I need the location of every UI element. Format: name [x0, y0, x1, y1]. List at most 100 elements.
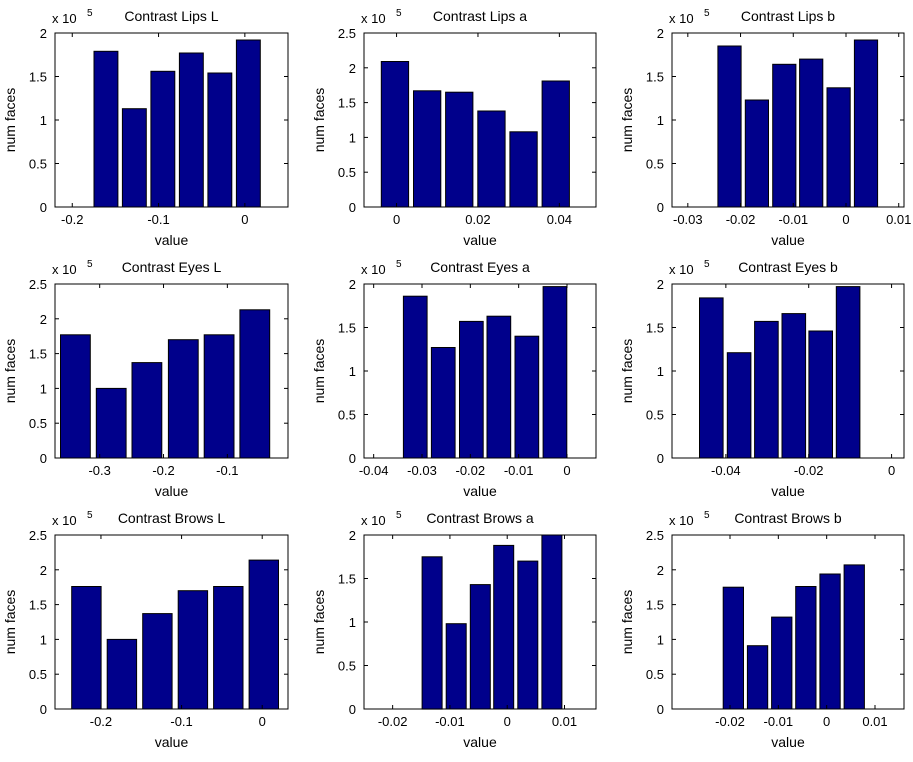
y-tick-label: 0.5 [338, 659, 356, 674]
x-tick-label: -0.02 [456, 463, 486, 478]
bar [239, 309, 271, 459]
y-multiplier-exponent: 5 [87, 8, 93, 19]
y-multiplier-label: x 10 [669, 513, 694, 528]
x-tick-label: -0.02 [726, 212, 756, 227]
bar [835, 286, 861, 459]
y-tick-label: 2 [349, 61, 356, 76]
y-multiplier-label: x 10 [52, 262, 77, 277]
bar [699, 297, 724, 459]
bar [853, 39, 879, 208]
bar [93, 50, 119, 208]
bar [826, 87, 851, 208]
x-tick-label: -0.02 [715, 714, 745, 729]
y-tick-label: 1.5 [338, 321, 356, 336]
x-tick-label: 0.02 [465, 212, 490, 227]
y-axis-label: num faces [2, 590, 18, 655]
bar [213, 586, 244, 710]
subplot-7: -0.2 -0.1 0 0 0.5 1 1.5 2 2.5 x 10 5 Contrast Brows… [2, 510, 289, 750]
bar [106, 638, 138, 710]
bar [808, 330, 834, 459]
y-multiplier-label: x 10 [669, 262, 694, 277]
y-tick-label: 0 [40, 200, 47, 215]
x-tick-label: 0 [888, 463, 895, 478]
x-tick-label: 0.01 [552, 714, 577, 729]
y-tick-label: 0 [349, 451, 356, 466]
subplot-title: Contrast Brows a [426, 510, 534, 526]
subplot-title: Contrast Eyes b [738, 259, 838, 275]
y-tick-label: 1.5 [338, 572, 356, 587]
y-tick-label: 0 [349, 200, 356, 215]
subplot-2: 0 0.02 0.04 0 0.5 1 1.5 2 2.5 x 10 5 Contrast Lips … [311, 8, 597, 248]
bar [799, 58, 824, 208]
bar [71, 586, 102, 710]
bar [795, 586, 817, 710]
y-multiplier-exponent: 5 [87, 259, 93, 270]
x-axis-label: value [771, 232, 805, 248]
y-multiplier-exponent: 5 [396, 8, 402, 19]
y-tick-label: 0.5 [338, 165, 356, 180]
subplot-title: Contrast Lips L [124, 8, 218, 24]
x-tick-label: 0.01 [886, 212, 911, 227]
y-tick-label: 1 [40, 113, 47, 128]
subplot-5: -0.04 -0.03 -0.02 -0.01 0 0 0.5 1 1.5 2 x 10 5 Contr… [311, 259, 597, 499]
bar [722, 586, 745, 710]
bar [421, 556, 443, 710]
x-tick-label: -0.03 [673, 212, 703, 227]
bar [843, 564, 865, 710]
x-tick-label: -0.04 [359, 463, 389, 478]
y-tick-label: 0 [657, 451, 664, 466]
x-axis-label: value [771, 483, 805, 499]
y-axis-label: num faces [619, 88, 635, 153]
bar [402, 295, 428, 459]
bar [541, 534, 563, 710]
y-tick-label: 2 [657, 277, 664, 292]
y-multiplier-label: x 10 [361, 11, 386, 26]
bar [819, 573, 841, 710]
y-tick-label: 0 [657, 702, 664, 717]
subplot-9: -0.02 -0.01 0 0.01 0 0.5 1 1.5 2 2.5 x 10 5 Contrast… [619, 510, 905, 750]
y-tick-label: 1.5 [646, 321, 664, 336]
bar [207, 72, 233, 208]
x-tick-label: -0.01 [504, 463, 534, 478]
subplot-title: Contrast Lips b [741, 8, 835, 24]
bar [493, 544, 515, 710]
bar [477, 110, 506, 208]
subplot-1: -0.2 -0.1 0 0 0.5 1 1.5 2 x 10 5 Contrast Lips L va… [2, 8, 289, 248]
subplot-title: Contrast Eyes a [430, 259, 530, 275]
y-tick-label: 2.5 [29, 277, 47, 292]
y-tick-label: 1.5 [338, 96, 356, 111]
y-tick-label: 0 [40, 451, 47, 466]
y-axis-label: num faces [619, 590, 635, 655]
bar [509, 131, 538, 208]
bar [380, 61, 410, 208]
y-tick-label: 1.5 [646, 598, 664, 613]
bar [445, 91, 474, 208]
bar [235, 39, 261, 208]
y-tick-label: 2.5 [338, 26, 356, 41]
bar [517, 560, 539, 710]
bar [167, 339, 199, 459]
bar [726, 352, 752, 459]
axes-frame [363, 32, 597, 208]
x-tick-label: -0.01 [778, 212, 808, 227]
y-tick-label: 1 [349, 130, 356, 145]
x-tick-label: -0.3 [88, 463, 110, 478]
bar [469, 584, 491, 710]
y-tick-label: 1.5 [29, 347, 47, 362]
bar [203, 334, 235, 459]
y-multiplier-label: x 10 [52, 513, 77, 528]
x-tick-label: -0.03 [407, 463, 437, 478]
y-tick-label: 0.5 [29, 416, 47, 431]
y-multiplier-label: x 10 [361, 513, 386, 528]
x-tick-label: -0.01 [764, 714, 794, 729]
y-multiplier-exponent: 5 [87, 510, 93, 521]
y-tick-label: 1 [349, 364, 356, 379]
bar [746, 645, 769, 710]
x-tick-label: -0.2 [90, 714, 112, 729]
x-tick-label: -0.01 [435, 714, 465, 729]
y-multiplier-exponent: 5 [396, 259, 402, 270]
y-tick-label: 2 [657, 26, 664, 41]
subplot-3: -0.03 -0.02 -0.01 0 0.01 0 0.5 1 1.5 2 x 10 5 Contra… [619, 8, 911, 248]
x-axis-label: value [463, 734, 497, 750]
